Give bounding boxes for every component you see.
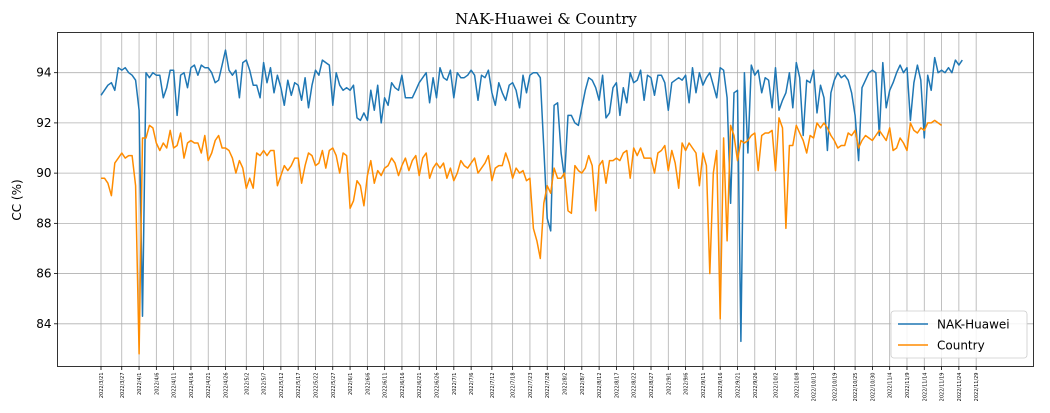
x-tick-label: 2022/4/16 <box>189 373 195 399</box>
x-tick-label: 2022/9/6 <box>684 373 690 395</box>
y-axis-label: CC (%) <box>10 179 24 220</box>
x-tick-label: 2022/10/2 <box>774 373 780 399</box>
x-tick-label: 2022/5/22 <box>313 373 319 399</box>
y-tick-label: 84 <box>36 317 51 331</box>
y-tick-label: 86 <box>36 267 51 281</box>
series-line-nak-huawei <box>100 49 963 343</box>
x-tick-label: 2022/7/6 <box>469 373 475 395</box>
x-tick-label: 2022/10/19 <box>832 373 838 402</box>
x-tick-label: 2022/5/2 <box>244 373 250 395</box>
y-tick-label: 92 <box>36 116 51 130</box>
x-tick-label: 2022/7/12 <box>490 373 496 399</box>
x-tick-label: 2022/4/6 <box>154 373 160 395</box>
x-tick-label: 2022/4/21 <box>206 373 212 399</box>
x-tick-label: 2022/6/11 <box>383 373 389 399</box>
legend-label-nak-huawei: NAK-Huawei <box>937 318 1010 332</box>
x-tick-label: 2022/4/11 <box>172 373 178 399</box>
x-tick-label: 2022/6/6 <box>365 373 371 395</box>
x-tick-label: 2022/7/23 <box>528 373 534 399</box>
chart-title: NAK-Huawei & Country <box>455 10 637 28</box>
x-tick-label: 2022/3/27 <box>120 373 126 399</box>
x-tick-label: 2022/8/2 <box>563 373 569 395</box>
x-tick-label: 2022/8/17 <box>614 373 620 399</box>
x-tick-label: 2022/9/21 <box>735 373 741 399</box>
y-tick-label: 94 <box>36 66 51 80</box>
x-tick-label: 2022/7/28 <box>545 373 551 399</box>
x-tick-label: 2022/6/21 <box>417 373 423 399</box>
x-tick-label: 2022/7/1 <box>452 373 458 395</box>
x-tick-label: 2022/10/30 <box>870 373 876 402</box>
x-tick-label: 2022/6/16 <box>400 373 406 399</box>
series-line-country <box>101 117 943 355</box>
x-tick-label: 2022/10/13 <box>812 373 818 402</box>
x-tick-label: 2022/4/1 <box>137 373 143 395</box>
plot-frame <box>57 32 1034 367</box>
x-tick-label: 2022/9/11 <box>701 373 707 399</box>
y-axis-ticks: 84 86 88 90 92 94 <box>36 66 58 331</box>
legend-box <box>890 310 1028 359</box>
x-tick-label: 2022/6/1 <box>348 373 354 395</box>
x-tick-label: 2022/10/25 <box>853 373 859 402</box>
x-tick-label: 2022/4/26 <box>224 373 230 399</box>
x-tick-label: 2022/3/21 <box>99 373 105 399</box>
x-tick-label: 2022/6/26 <box>435 373 441 399</box>
x-tick-label: 2022/11/19 <box>940 373 946 402</box>
x-tick-label: 2022/7/18 <box>511 373 517 399</box>
x-tick-label: 2022/11/14 <box>922 373 928 402</box>
x-tick-label: 2022/11/24 <box>957 373 963 402</box>
x-tick-label: 2022/8/7 <box>580 373 586 395</box>
x-tick-label: 2022/8/22 <box>632 373 638 399</box>
x-tick-label: 2022/5/12 <box>279 373 285 399</box>
x-tick-label: 2022/5/27 <box>331 373 337 399</box>
x-tick-label: 2022/8/27 <box>649 373 655 399</box>
x-tick-label: 2022/5/7 <box>262 373 268 395</box>
y-tick-label: 90 <box>36 166 51 180</box>
x-tick-label: 2022/10/8 <box>794 373 800 399</box>
x-tick-label: 2022/9/1 <box>666 373 672 395</box>
x-tick-label: 2022/9/16 <box>718 373 724 399</box>
x-tick-label: 2022/11/4 <box>888 373 894 399</box>
series-lines <box>100 49 963 355</box>
legend-label-country: Country <box>937 339 985 353</box>
x-tick-label: 2022/11/9 <box>905 373 911 399</box>
y-tick-label: 88 <box>36 216 51 230</box>
grid-lines <box>57 32 1034 367</box>
x-tick-label: 2022/9/26 <box>753 373 759 399</box>
legend: NAK-Huawei Country <box>890 310 1028 359</box>
x-tick-label: 2022/8/12 <box>597 373 603 399</box>
x-tick-label: 2022/11/29 <box>974 373 980 402</box>
x-axis-ticks: 2022/3/21 2022/3/27 2022/4/1 2022/4/6 2022/4… <box>99 366 980 402</box>
x-tick-label: 2022/5/17 <box>296 373 302 399</box>
